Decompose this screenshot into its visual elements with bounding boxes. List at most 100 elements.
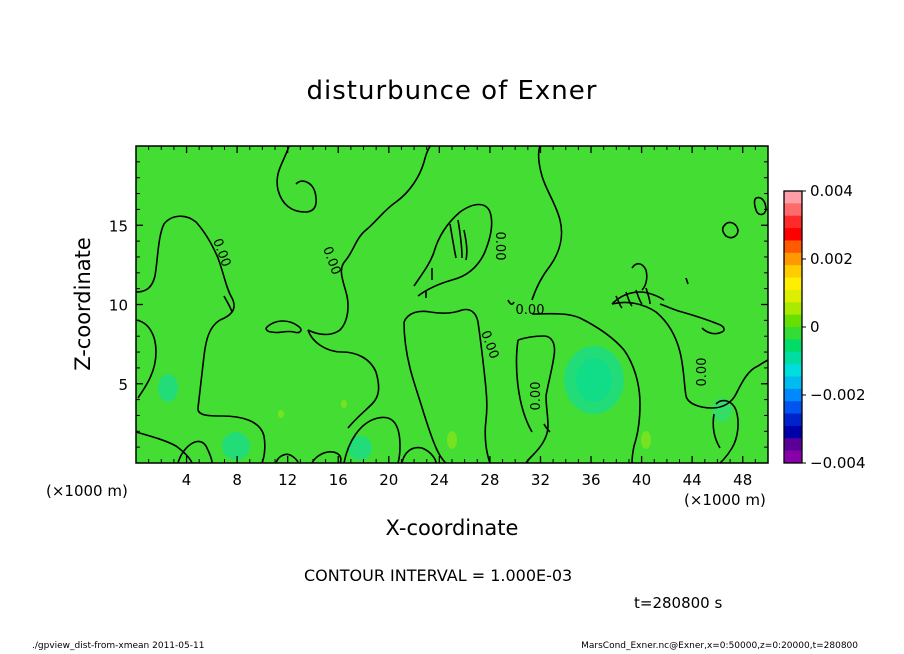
- chart-title: disturbunce of Exner: [306, 76, 598, 106]
- contour-line: [223, 295, 233, 313]
- contour-label: 0.00: [695, 358, 710, 387]
- plot-area: 0.00 0.000.000.000.000.000.00 4 8 12 16 20 24 2…: [109, 145, 769, 489]
- colorbar-tick-label: 0.004: [810, 182, 853, 200]
- plot-background: [136, 146, 768, 463]
- colorbar-swatch: [784, 413, 802, 427]
- footer-right: MarsCond_Exner.nc@Exner,x=0:50000,z=0:20…: [581, 641, 858, 651]
- contour-label: 0.00: [529, 382, 544, 411]
- colorbar-swatch: [784, 388, 802, 402]
- colorbar-swatch: [784, 314, 802, 328]
- contour-line: [517, 335, 556, 464]
- y-axis-unit: (×1000 m): [46, 482, 128, 500]
- contour-label: 0.00: [516, 303, 545, 318]
- x-tick-label: 32: [531, 471, 550, 489]
- x-tick-label: 4: [182, 471, 192, 489]
- contour-line: [515, 339, 533, 433]
- contour-line: [135, 319, 157, 399]
- contour-line: [135, 431, 193, 464]
- contour-line: [659, 303, 725, 335]
- time-label: t=280800 s: [634, 594, 723, 612]
- x-tick-label: 20: [379, 471, 398, 489]
- colorbar-tick-label: −0.004: [810, 454, 866, 472]
- positive-anomaly-patch: [278, 410, 284, 418]
- x-tick-label: 24: [430, 471, 449, 489]
- contour-line: [403, 308, 491, 464]
- contour-line: [457, 219, 463, 259]
- x-tick-label: 16: [329, 471, 348, 489]
- contour-line: [265, 320, 302, 334]
- y-axis-ticks: 5 10 15: [109, 161, 768, 448]
- y-axis-label: Z-coordinate: [71, 237, 95, 371]
- contour-line: [543, 423, 551, 433]
- y-tick-label: 15: [109, 217, 128, 235]
- contour-line: [531, 312, 641, 464]
- y-tick-label: 5: [118, 376, 128, 394]
- contour-interval: CONTOUR INTERVAL = 1.000E-03: [304, 566, 573, 585]
- positive-anomaly-patch: [447, 431, 457, 449]
- colorbar-swatch: [784, 364, 802, 377]
- colorbar-swatch: [784, 401, 802, 415]
- contour-line: [611, 291, 665, 305]
- colorbar-swatch: [784, 327, 802, 340]
- contour-line: [463, 229, 468, 261]
- contour-line: [715, 399, 739, 464]
- colorbar-swatch: [784, 450, 802, 464]
- contour-line: [685, 277, 689, 285]
- contour-line: [721, 221, 739, 239]
- x-tick-label: 12: [278, 471, 297, 489]
- colorbar-tick-label: 0: [810, 318, 820, 336]
- colorbar-swatch: [784, 302, 802, 316]
- x-tick-label: 40: [632, 471, 651, 489]
- contour-label: 0.00: [492, 232, 507, 261]
- contour-line: [413, 203, 493, 297]
- colorbar-swatch: [784, 215, 802, 229]
- contour-line: [276, 145, 317, 213]
- contour-line: [307, 329, 380, 429]
- negative-anomaly-patch: [158, 374, 178, 402]
- color-patches: [158, 346, 732, 460]
- contour-line: [401, 446, 437, 464]
- colorbar-swatch: [784, 277, 802, 291]
- x-axis-unit: (×1000 m): [684, 491, 766, 509]
- contour-line: [615, 262, 651, 309]
- colorbar-swatch: [784, 203, 802, 217]
- contour-line: [449, 223, 457, 259]
- footer-left: ./gpview_dist-from-xmean 2011-05-11: [32, 641, 205, 651]
- colorbar-swatch: [784, 191, 802, 204]
- negative-anomaly-patch: [348, 436, 372, 460]
- colorbar-swatch: [784, 228, 802, 241]
- contour-line: [307, 145, 432, 336]
- x-tick-label: 44: [683, 471, 702, 489]
- x-tick-label: 28: [480, 471, 499, 489]
- contour-line: [753, 196, 767, 216]
- positive-anomaly-patch: [341, 400, 347, 408]
- contour-line: [712, 413, 721, 449]
- x-axis-label: X-coordinate: [386, 516, 519, 540]
- y-tick-label: 10: [109, 297, 128, 315]
- colorbar-swatch: [784, 339, 802, 353]
- colorbar-swatch: [784, 438, 802, 452]
- x-tick-label: 48: [733, 471, 752, 489]
- contour-line: [611, 301, 769, 409]
- negative-anomaly-patch: [576, 358, 612, 402]
- x-axis-ticks: 4 8 12 16 20 24 28 32 36 40 44 48: [148, 146, 756, 489]
- colorbar-swatch: [784, 265, 802, 279]
- positive-anomaly-patch: [641, 431, 651, 449]
- colorbar-swatch: [784, 289, 802, 303]
- contour-line: [531, 145, 563, 301]
- contour-line: [343, 416, 401, 464]
- colorbar-swatch: [784, 240, 802, 254]
- colorbar-tick-label: −0.002: [810, 386, 866, 404]
- contour-line: [507, 299, 515, 305]
- colorbar-swatch: [784, 376, 802, 390]
- colorbar-tick-label: 0.002: [810, 250, 853, 268]
- colorbar-swatch: [784, 252, 802, 266]
- colorbar-swatch: [784, 351, 802, 365]
- contour-line: [403, 321, 447, 464]
- colorbar: 0.004 0.002 0 −0.002 −0.004: [783, 182, 866, 472]
- x-tick-label: 36: [581, 471, 600, 489]
- colorbar-swatch: [784, 425, 802, 439]
- negative-anomaly-patch: [222, 432, 250, 460]
- x-tick-label: 8: [232, 471, 242, 489]
